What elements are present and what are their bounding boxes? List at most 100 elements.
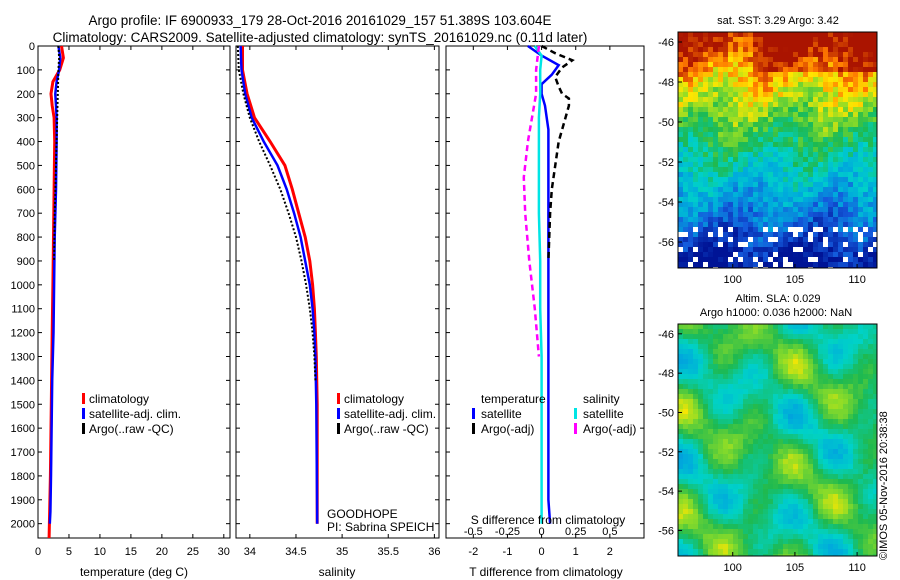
sst-cell xyxy=(733,222,738,227)
sst-cell xyxy=(808,137,813,142)
sla-cell xyxy=(738,499,743,504)
sla-cell xyxy=(748,544,753,549)
sla-cell xyxy=(728,329,733,334)
sla-cell xyxy=(793,324,798,329)
sla-cell xyxy=(693,439,698,444)
sst-cell xyxy=(743,42,748,47)
sst-cell xyxy=(698,212,703,217)
sla-cell xyxy=(683,349,688,354)
sst-cell xyxy=(713,202,718,207)
sla-cell xyxy=(698,434,703,439)
sst-cell xyxy=(873,107,877,112)
sla-cell xyxy=(818,384,823,389)
sst-cell xyxy=(843,132,848,137)
sla-cell xyxy=(818,394,823,399)
sla-cell xyxy=(853,374,858,379)
sla-cell xyxy=(693,534,698,539)
sst-cell xyxy=(788,42,793,47)
sst-cell xyxy=(798,182,803,187)
y-tick-label: 700 xyxy=(17,208,35,220)
sst-cell xyxy=(678,102,683,107)
sst-cell xyxy=(723,72,728,77)
sst-cell xyxy=(718,112,723,117)
sst-cell xyxy=(793,222,798,227)
sst-map-panel: sat. SST: 3.29 Argo: 3.42 100 105 110-46-4… xyxy=(658,15,878,286)
timestamp: ©IMOS 05-Nov-2016 20:38:38 xyxy=(878,411,890,560)
sla-cell xyxy=(743,364,748,369)
legend-swatch-climatology xyxy=(82,393,85,404)
sla-cell xyxy=(823,524,828,529)
sla-cell xyxy=(693,504,698,509)
sst-cell xyxy=(833,162,838,167)
sla-cell xyxy=(743,344,748,349)
sla-cell xyxy=(853,334,858,339)
sst-cell xyxy=(708,97,713,102)
sla-cell xyxy=(753,499,758,504)
sst-cell xyxy=(798,177,803,182)
sst-cell xyxy=(723,47,728,52)
sst-cell xyxy=(728,97,733,102)
sla-cell xyxy=(743,524,748,529)
sla-cell xyxy=(778,414,783,419)
sla-cell xyxy=(768,339,773,344)
sst-cell xyxy=(843,137,848,142)
sst-cell xyxy=(743,52,748,57)
sst-cell xyxy=(833,182,838,187)
sst-cell xyxy=(678,197,683,202)
sla-cell xyxy=(808,359,813,364)
sst-cell xyxy=(783,52,788,57)
sla-cell xyxy=(703,479,708,484)
sst-cell xyxy=(843,207,848,212)
sla-cell xyxy=(773,359,778,364)
sla-cell xyxy=(788,489,793,494)
sla-cell xyxy=(708,434,713,439)
sst-cell xyxy=(798,142,803,147)
sst-cell xyxy=(828,37,833,42)
sst-cell xyxy=(778,202,783,207)
sla-cell xyxy=(678,384,683,389)
sla-cell xyxy=(753,464,758,469)
sla-cell xyxy=(778,344,783,349)
sla-cell xyxy=(778,339,783,344)
sla-cell xyxy=(848,394,853,399)
sst-cell xyxy=(688,192,693,197)
sst-cell xyxy=(718,262,723,267)
sst-cell xyxy=(788,82,793,87)
sla-cell xyxy=(753,509,758,514)
sst-cell xyxy=(833,102,838,107)
sla-cell xyxy=(708,334,713,339)
sla-cell xyxy=(708,449,713,454)
figure-title-line2: Climatology: CARS2009. Satellite-adjuste… xyxy=(52,30,588,45)
sla-cell xyxy=(868,369,873,374)
sla-cell xyxy=(818,519,823,524)
sst-cell xyxy=(698,57,703,62)
sla-cell xyxy=(768,489,773,494)
sst-cell xyxy=(718,117,723,122)
temperature-axes-frame xyxy=(37,45,231,539)
sla-cell xyxy=(773,384,778,389)
sla-cell xyxy=(738,374,743,379)
x-tick-label: 35 xyxy=(336,546,348,558)
sla-cell xyxy=(823,459,828,464)
sla-cell xyxy=(793,499,798,504)
sst-cell xyxy=(768,202,773,207)
sst-cell xyxy=(868,202,873,207)
sst-cell xyxy=(683,77,688,82)
sla-cell xyxy=(773,329,778,334)
sla-cell xyxy=(718,354,723,359)
sst-cell xyxy=(728,182,733,187)
sst-cell xyxy=(858,57,863,62)
sst-cell xyxy=(733,37,738,42)
sst-cell xyxy=(858,97,863,102)
sla-cell xyxy=(723,324,728,329)
sla-cell xyxy=(788,554,793,556)
sla-cell xyxy=(743,394,748,399)
sst-cell xyxy=(693,102,698,107)
sst-cell xyxy=(773,42,778,47)
sla-cell xyxy=(823,399,828,404)
sst-cell xyxy=(723,252,728,257)
sst-cell xyxy=(753,202,758,207)
sla-cell xyxy=(713,419,718,424)
sst-cell xyxy=(848,97,853,102)
sst-cell xyxy=(843,117,848,122)
